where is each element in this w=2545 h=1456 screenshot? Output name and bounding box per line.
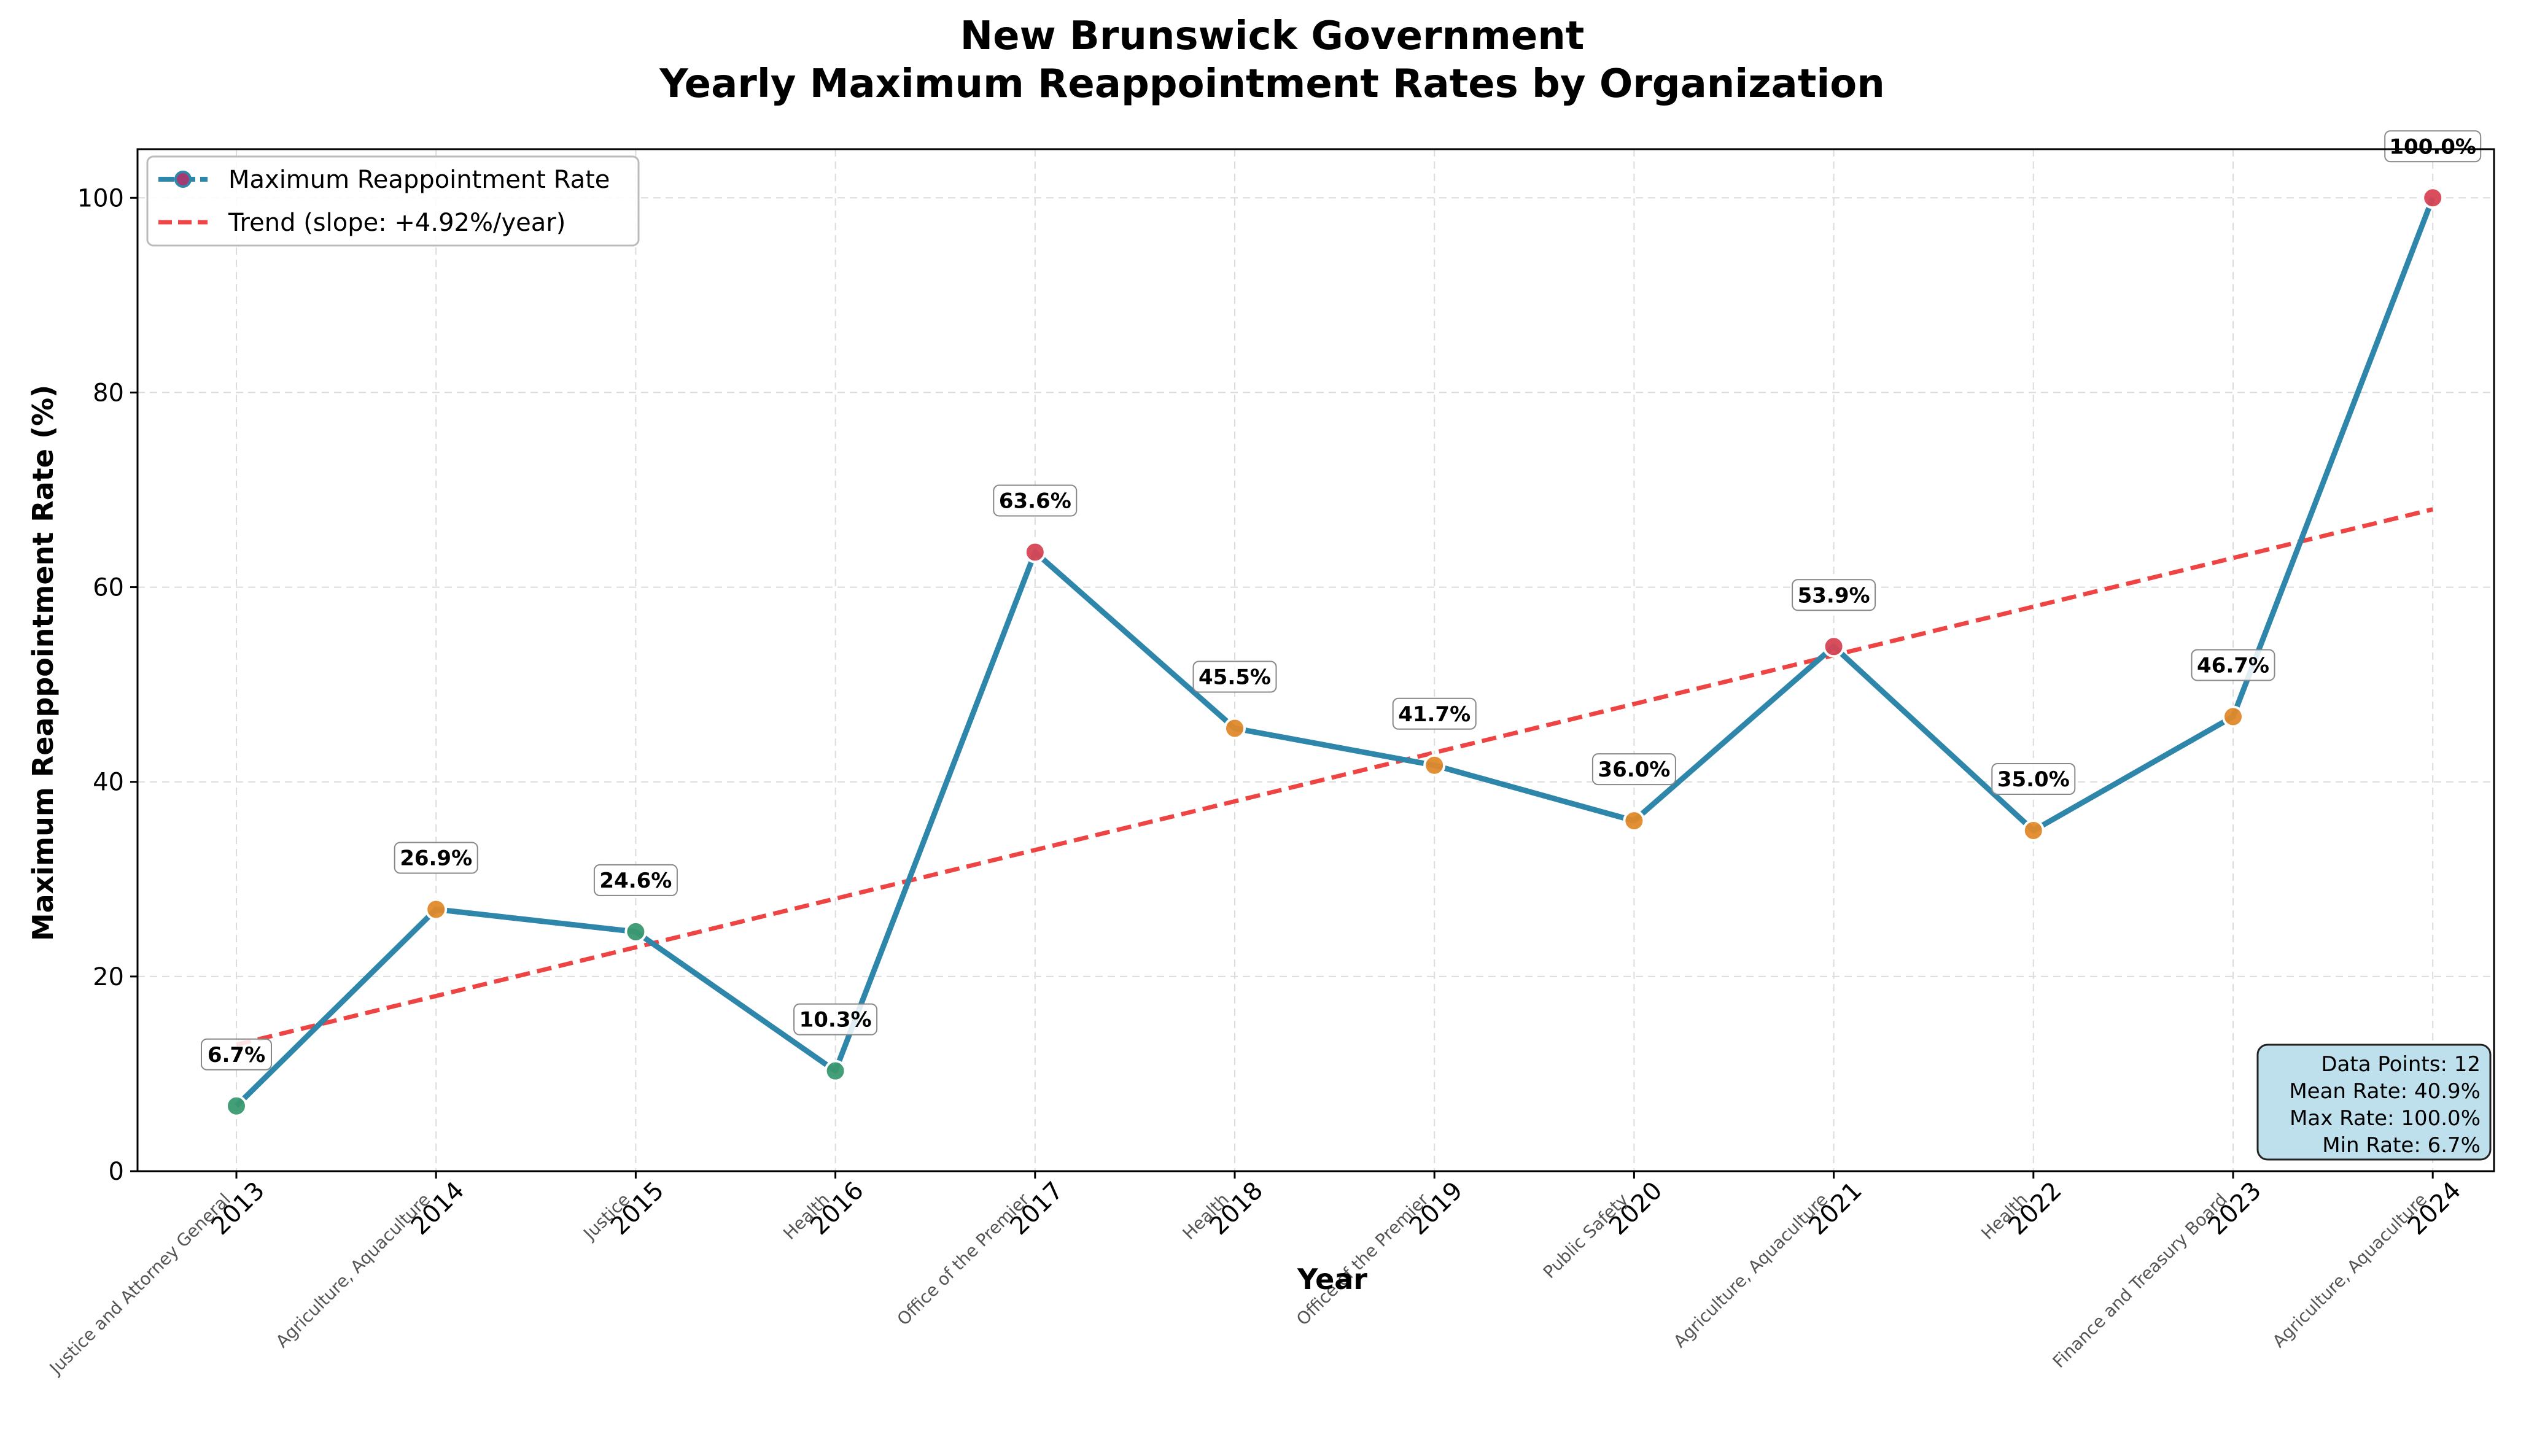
- data-label-text: 6.7%: [208, 1043, 265, 1067]
- data-label-text: 24.6%: [599, 869, 672, 893]
- data-label-box: [1792, 579, 1876, 611]
- data-label-text: 45.5%: [1199, 665, 1271, 690]
- series-line: [234, 196, 2436, 1108]
- data-label-box: [1392, 697, 1477, 730]
- data-label: 45.5%: [1192, 660, 1277, 693]
- y-tick-label: 20: [93, 963, 124, 991]
- y-tick-label: 40: [93, 769, 124, 797]
- data-point: [1024, 541, 1046, 563]
- data-label-box: [593, 864, 678, 896]
- data-label: 26.9%: [394, 842, 478, 874]
- data-label: 35.0%: [1991, 763, 2076, 795]
- trend-line: [236, 507, 2434, 1047]
- x-tick-label-organization: Office of the Premier: [1292, 1189, 1433, 1330]
- data-label: 36.0%: [1591, 753, 1676, 786]
- data-label-box: [2191, 649, 2275, 681]
- legend-trend-label: Trend (slope: +4.92%/year): [228, 209, 565, 237]
- x-tick-label-organization: Agriculture, Aquaculture: [2269, 1190, 2431, 1352]
- data-label: 63.6%: [993, 484, 1078, 517]
- plot-frame: [136, 148, 2495, 1172]
- chart-title-line-1: New Brunswick Government: [960, 14, 1585, 59]
- data-label-box: [1991, 763, 2076, 795]
- grid: [138, 149, 2494, 1172]
- y-tick-label: 80: [93, 379, 124, 407]
- data-label: 46.7%: [2191, 649, 2275, 681]
- data-label-text: 46.7%: [2197, 653, 2269, 678]
- stats-max-rate: Max Rate: 100.0%: [2290, 1106, 2481, 1131]
- legend-series-label: Maximum Reappointment Rate: [228, 166, 610, 194]
- x-tick-label-organization: Agriculture, Aquaculture: [272, 1190, 434, 1352]
- legend: Maximum Reappointment Rate Trend (slope:…: [146, 155, 640, 247]
- data-point: [225, 1094, 247, 1117]
- stats-data-points: Data Points: 12: [2321, 1052, 2481, 1077]
- y-tick-label: 100: [77, 184, 124, 212]
- data-label-box: [1192, 660, 1277, 693]
- stats-box-background: [2256, 1044, 2492, 1161]
- series-layer: [234, 196, 2436, 1108]
- data-label: 53.9%: [1792, 579, 1876, 611]
- data-label-box: [201, 1038, 272, 1071]
- legend-box: [146, 155, 640, 247]
- legend-series-marker: [174, 171, 192, 188]
- data-point: [624, 920, 647, 943]
- data-label-box: [2384, 130, 2482, 163]
- data-label: 100.0%: [2384, 130, 2482, 163]
- x-axis-label: Year: [1297, 1263, 1367, 1296]
- stats-box: Data Points: 12 Mean Rate: 40.9% Max Rat…: [2256, 1044, 2492, 1161]
- y-axis-ticks: 0 20 40 60 80 100: [77, 184, 138, 1186]
- data-label: 41.7%: [1392, 697, 1477, 730]
- x-tick-label-organization: Agriculture, Aquaculture: [1669, 1190, 1832, 1352]
- data-point: [1623, 810, 1646, 832]
- data-label: 24.6%: [593, 864, 678, 896]
- stats-mean-rate: Mean Rate: 40.9%: [2289, 1079, 2481, 1104]
- data-point: [425, 898, 448, 921]
- data-label-text: 100.0%: [2389, 134, 2476, 159]
- data-label-box: [793, 1003, 878, 1036]
- data-label-box: [993, 484, 1078, 517]
- data-label-text: 26.9%: [400, 846, 472, 870]
- data-label: 10.3%: [793, 1003, 878, 1036]
- y-axis-label: Maximum Reappointment Rate (%): [26, 385, 60, 941]
- y-tick-label: 60: [93, 574, 124, 602]
- marker-layer: [225, 187, 2444, 1117]
- data-point: [1224, 717, 1246, 740]
- trend-layer: [236, 507, 2434, 1047]
- data-point: [2222, 705, 2244, 728]
- stats-min-rate: Min Rate: 6.7%: [2322, 1133, 2481, 1158]
- data-label-text: 53.9%: [1798, 583, 1870, 608]
- data-label-text: 63.6%: [999, 489, 1071, 513]
- y-tick-label: 0: [109, 1158, 124, 1186]
- data-point: [2022, 819, 2045, 842]
- x-tick-label-organization: Office of the Premier: [893, 1189, 1034, 1330]
- data-point: [2422, 187, 2444, 209]
- data-label-box: [394, 842, 478, 874]
- data-point: [824, 1059, 847, 1082]
- x-tick-label-organization: Justice and Attorney General: [45, 1190, 235, 1379]
- data-label-text: 10.3%: [799, 1008, 872, 1032]
- chart-title-line-2: Yearly Maximum Reappointment Rates by Or…: [659, 61, 1885, 107]
- data-point: [1423, 754, 1446, 776]
- data-point: [1822, 635, 1845, 658]
- data-label-text: 35.0%: [1997, 767, 2070, 792]
- x-tick-label-organization: Finance and Treasury Board: [2049, 1190, 2231, 1372]
- data-label-box: [1591, 753, 1676, 786]
- data-label-text: 41.7%: [1398, 702, 1471, 727]
- data-label: 6.7%: [201, 1038, 272, 1071]
- data-label-text: 36.0%: [1598, 757, 1670, 782]
- data-label-layer: 6.7% 26.9% 24.6% 10.3% 63.6% 45.5% 41.7% 36.0% 5…: [201, 130, 2482, 1071]
